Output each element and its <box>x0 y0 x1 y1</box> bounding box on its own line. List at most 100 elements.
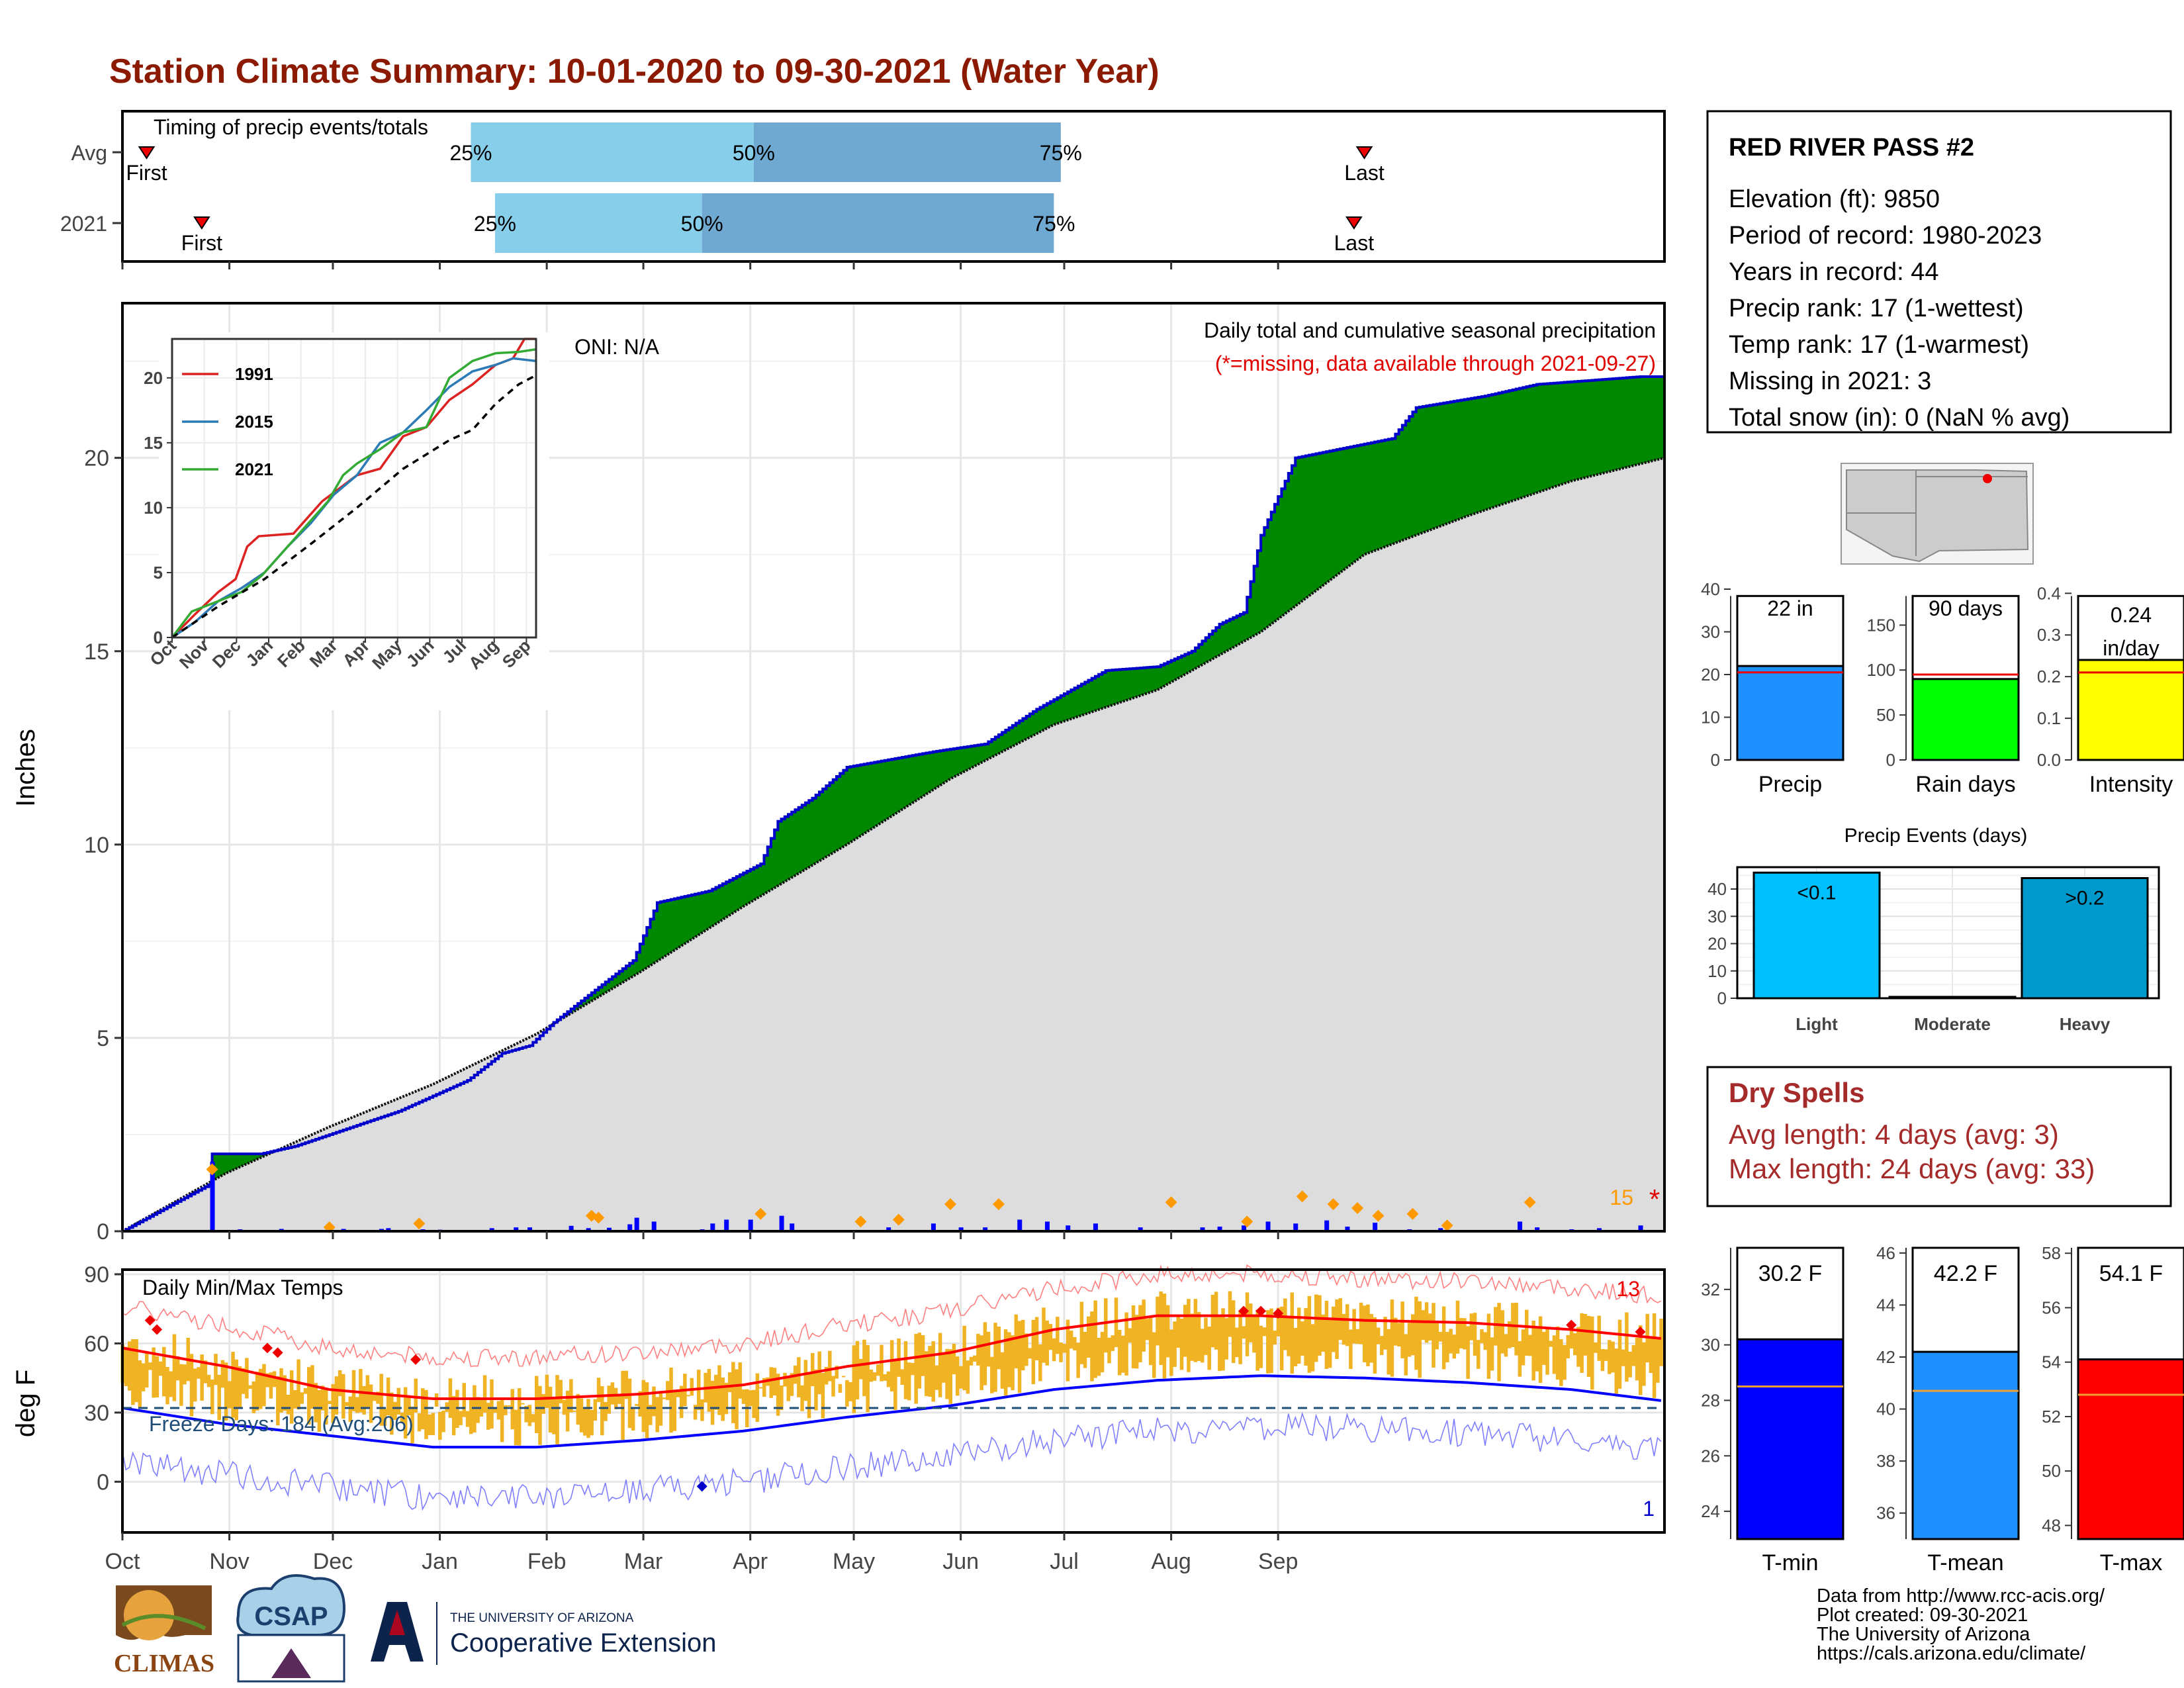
station-info-line: Years in record: 44 <box>1729 258 1939 286</box>
daily-temp-range <box>762 1378 766 1397</box>
daily-temp-range <box>431 1413 435 1435</box>
daily-temp-range <box>1552 1335 1557 1374</box>
daily-temp-range <box>331 1383 335 1423</box>
inset-series-line <box>171 348 537 639</box>
daily-temp-range <box>721 1377 725 1421</box>
timing-percent-label: 75% <box>1040 141 1082 165</box>
summary-bar-label: Intensity <box>2089 772 2173 797</box>
daily-temp-range <box>228 1381 232 1409</box>
daily-precip-bar <box>1242 1225 1247 1231</box>
temp-y-tick-label: 90 <box>84 1262 109 1288</box>
event-bar <box>2021 877 2149 1000</box>
daily-temp-range <box>986 1331 991 1367</box>
timing-bar-late <box>702 193 1054 253</box>
daily-temp-range <box>1335 1299 1339 1359</box>
daily-temp-range <box>200 1354 204 1401</box>
daily-temp-range <box>676 1389 680 1397</box>
daily-temp-range <box>1625 1312 1629 1382</box>
daily-temp-range <box>1159 1291 1163 1365</box>
daily-temp-range <box>262 1364 266 1407</box>
temp-bar-y-tick-label: 42 <box>1876 1347 1895 1367</box>
daily-temp-range <box>848 1382 852 1401</box>
footer-line: Data from http://www.rcc-acis.org/ <box>1817 1585 2105 1607</box>
daily-temp-range <box>1390 1299 1394 1377</box>
daily-temp-range <box>1586 1315 1591 1377</box>
daily-temp-range <box>206 1374 211 1387</box>
temp-y-axis-label: deg F <box>11 1370 40 1437</box>
daily-temp-range <box>824 1366 829 1385</box>
daily-temp-range <box>1373 1317 1377 1374</box>
daily-temp-range <box>1614 1348 1619 1394</box>
station-location-dot <box>1983 474 1992 483</box>
daily-temp-range <box>1397 1323 1401 1347</box>
month-tick-label: Dec <box>313 1549 353 1574</box>
summary-bar <box>1736 665 1844 761</box>
daily-temp-range <box>569 1379 573 1413</box>
summary-bar <box>2077 659 2184 761</box>
daily-temp-range <box>1542 1331 1546 1365</box>
daily-temp-range <box>731 1362 735 1423</box>
daily-temp-range <box>197 1367 201 1379</box>
record-high-count: 13 <box>1616 1277 1640 1301</box>
temp-frame <box>121 1268 1666 1534</box>
month-tick-label: Feb <box>527 1549 567 1574</box>
daily-temp-range <box>1165 1305 1170 1358</box>
daily-temp-range <box>772 1368 777 1396</box>
temp-y-tick-label: 30 <box>84 1401 109 1426</box>
daily-precip-bar <box>790 1223 795 1231</box>
daily-temp-range <box>320 1385 325 1411</box>
daily-temp-range <box>1518 1340 1522 1377</box>
station-info-line: Period of record: 1980-2023 <box>1729 222 2042 250</box>
events-y-tick-label: 30 <box>1707 906 1727 926</box>
daily-temp-range <box>1107 1337 1111 1364</box>
daily-temp-range <box>451 1395 456 1436</box>
ua-a-inner <box>389 1610 405 1635</box>
daily-temp-range <box>138 1360 142 1407</box>
daily-temp-range <box>990 1356 994 1393</box>
missing-note: (*=missing, data available through 2021-… <box>1215 352 1656 375</box>
daily-temp-range <box>1597 1315 1601 1361</box>
daily-temp-range <box>127 1341 132 1391</box>
daily-temp-range <box>886 1371 891 1387</box>
daily-temp-range <box>1269 1308 1273 1374</box>
daily-temp-range <box>1324 1301 1329 1369</box>
daily-temp-range <box>1245 1292 1250 1356</box>
daily-temp-range <box>1021 1319 1025 1371</box>
daily-temp-range <box>814 1369 818 1411</box>
daily-temp-range <box>1273 1331 1277 1345</box>
daily-temp-range <box>758 1387 763 1389</box>
precip-y-tick-label: 20 <box>84 446 109 471</box>
daily-temp-range <box>917 1333 922 1389</box>
daily-temp-range <box>582 1407 587 1436</box>
dry-spells-box: Dry Spells Avg length: 4 days (avg: 3)Max… <box>1706 1066 2172 1207</box>
daily-temp-range <box>486 1403 490 1430</box>
daily-temp-range <box>838 1383 842 1393</box>
daily-temp-range <box>359 1369 363 1413</box>
month-tick-label: Jul <box>1050 1549 1078 1574</box>
daily-precip-bar <box>931 1223 936 1231</box>
temp-bar-y-tick-label: 32 <box>1701 1280 1720 1299</box>
daily-temp-range <box>911 1362 915 1376</box>
timing-marker-label: First <box>126 161 167 185</box>
station-info-line: Temp rank: 17 (1-warmest) <box>1729 331 2029 359</box>
daily-temp-range <box>1576 1327 1580 1367</box>
oni-label: ONI: N/A <box>574 335 660 359</box>
daily-temp-range <box>1197 1311 1201 1361</box>
daily-temp-range <box>928 1346 932 1397</box>
daily-temp-range <box>1307 1295 1312 1373</box>
daily-temp-range <box>1201 1329 1205 1363</box>
daily-temp-range <box>1590 1316 1594 1390</box>
daily-temp-range <box>1314 1294 1318 1362</box>
daily-temp-range <box>1635 1337 1639 1381</box>
daily-temp-range <box>741 1389 746 1404</box>
daily-temp-range <box>362 1385 366 1415</box>
daily-temp-range <box>1449 1329 1453 1354</box>
daily-temp-range <box>348 1396 353 1423</box>
daily-temp-range <box>1438 1332 1443 1342</box>
daily-temp-range <box>1355 1329 1360 1344</box>
above-average-area <box>122 376 1664 1231</box>
daily-temp-range <box>1093 1300 1097 1378</box>
daily-temp-range <box>1038 1344 1042 1382</box>
daily-temp-range <box>1528 1335 1532 1356</box>
